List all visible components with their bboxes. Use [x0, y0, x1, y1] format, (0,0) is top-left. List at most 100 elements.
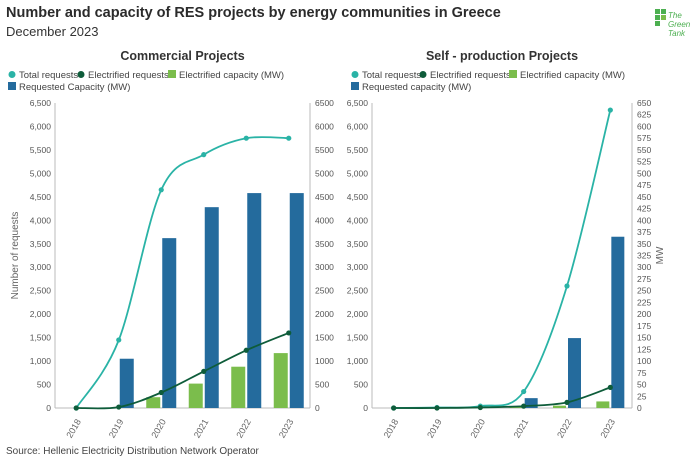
- c1-bar-1-5: [611, 236, 625, 408]
- c0-y-right-tick-4: 2000: [315, 309, 334, 319]
- c1-point-1-0: [391, 405, 397, 411]
- c0-point-1-5: [286, 330, 292, 336]
- c0-y-left-tick-11: 5,500: [30, 145, 52, 155]
- chart-subtitle: December 2023: [6, 24, 99, 39]
- c0-y-left-tick-7: 3,500: [30, 239, 52, 249]
- svg-text:The: The: [668, 11, 682, 20]
- c1-point-1-2: [477, 404, 483, 411]
- commercial-projects-chart: Commercial Projects Total requests Electri…: [8, 49, 334, 440]
- c1-legend-marker-1: [419, 71, 427, 78]
- c0-y-right-tick-1: 500: [315, 380, 329, 390]
- c1-point-1-1: [434, 405, 440, 411]
- c1-legend-marker-0: [351, 71, 359, 78]
- c0-legend-marker-0: [8, 71, 16, 78]
- svg-text:Green: Green: [668, 20, 691, 29]
- c1-bar-0-5: [596, 401, 610, 408]
- c1-legend-label-0: Total requests: [362, 70, 421, 81]
- the-green-tank-logo: The Green Tank: [655, 9, 691, 38]
- c0-y-right-tick-11: 5500: [315, 145, 334, 155]
- c0-bar-1-2: [162, 238, 177, 408]
- c0-y-left-tick-13: 6,500: [30, 98, 52, 108]
- c0-point-1-1: [116, 404, 122, 410]
- c1-y-right-tick-17: 425: [637, 204, 651, 214]
- c0-point-0-5: [286, 135, 292, 141]
- c0-point-1-3: [201, 368, 207, 374]
- c1-y-left-tick-0: 0: [363, 403, 368, 413]
- c1-bar-1-4: [568, 338, 581, 408]
- c1-y-left-tick-2: 1,000: [347, 356, 369, 366]
- c1-y-right-tick-0: 0: [637, 403, 642, 413]
- c1-y-left-tick-11: 5,500: [347, 145, 369, 155]
- c1-panel-title: Self - production Projects: [426, 49, 578, 63]
- c1-x-tick-4: 2022: [555, 417, 574, 439]
- c1-legend-marker-2: [509, 70, 517, 78]
- c0-bar-1-1: [119, 358, 134, 408]
- c1-line-1: [393, 386, 611, 409]
- c1-legend-marker-3: [351, 82, 359, 90]
- c0-y-left-title: Number of requests: [10, 212, 21, 300]
- c1-x-tick-0: 2018: [382, 417, 401, 439]
- c0-bar-0-2: [146, 397, 161, 408]
- c1-y-right-tick-6: 150: [637, 333, 651, 343]
- c1-y-right-tick-19: 475: [637, 180, 651, 190]
- c1-y-right-tick-8: 200: [637, 309, 651, 319]
- svg-text:Tank: Tank: [668, 29, 686, 38]
- c1-y-right-tick-11: 275: [637, 274, 651, 284]
- c1-y-left-tick-13: 6,500: [347, 98, 369, 108]
- c1-point-1-5: [607, 384, 613, 390]
- c0-point-1-0: [73, 405, 79, 411]
- c0-y-left-tick-1: 500: [37, 380, 51, 390]
- c0-point-1-4: [243, 347, 249, 353]
- c1-y-right-tick-21: 525: [637, 157, 651, 167]
- c1-y-left-tick-1: 500: [354, 380, 368, 390]
- c1-y-right-tick-18: 450: [637, 192, 651, 202]
- c1-x-tick-5: 2023: [598, 417, 617, 439]
- c1-y-left-tick-6: 3,000: [347, 262, 369, 272]
- c1-y-left-tick-8: 4,000: [347, 215, 369, 225]
- c1-y-right-tick-14: 350: [637, 239, 651, 249]
- c1-legend-label-2: Electrified capacity (MW): [520, 70, 625, 81]
- c1-y-left-tick-4: 2,000: [347, 309, 369, 319]
- c0-bar-1-5: [289, 193, 304, 408]
- c1-bar-1-3: [524, 398, 538, 408]
- c0-y-right-tick-8: 4000: [315, 215, 334, 225]
- c0-point-1-2: [158, 389, 164, 396]
- c0-legend-marker-1: [77, 71, 85, 78]
- c1-point-0-5: [607, 107, 613, 113]
- c1-y-right-tick-23: 575: [637, 133, 651, 143]
- c1-x-tick-1: 2019: [425, 417, 444, 439]
- c0-y-right-tick-0: 0: [315, 403, 320, 413]
- c0-legend-label-3: Requested Capacity (MW): [19, 82, 130, 93]
- c0-point-0-3: [201, 152, 207, 158]
- c1-y-right-tick-10: 250: [637, 286, 651, 296]
- c1-y-right-tick-12: 300: [637, 262, 651, 272]
- c1-y-left-tick-7: 3,500: [347, 239, 369, 249]
- c0-line-1: [76, 332, 290, 410]
- c0-legend-label-0: Total requests: [19, 70, 78, 81]
- c0-y-right-tick-10: 5000: [315, 168, 334, 178]
- c1-point-1-4: [564, 399, 570, 405]
- c1-y-left-tick-5: 2,500: [347, 286, 369, 296]
- c0-panel-title: Commercial Projects: [120, 49, 244, 63]
- c1-y-right-tick-22: 550: [637, 145, 651, 155]
- c0-y-left-tick-6: 3,000: [30, 262, 52, 272]
- c1-y-right-tick-5: 125: [637, 344, 651, 354]
- c0-legend-label-1: Electrified requests: [88, 70, 169, 81]
- c1-y-left-tick-12: 6,000: [347, 121, 369, 131]
- c1-y-left-tick-10: 5,000: [347, 168, 369, 178]
- c0-y-left-tick-3: 1,500: [30, 333, 52, 343]
- c0-y-right-tick-7: 3500: [315, 239, 334, 249]
- c0-legend-label-2: Electrified capacity (MW): [179, 70, 284, 81]
- c0-point-0-1: [116, 337, 122, 343]
- source-note: Source: Hellenic Electricity Distributio…: [6, 446, 259, 457]
- c1-y-right-tick-16: 400: [637, 215, 651, 225]
- c1-y-right-tick-9: 225: [637, 297, 651, 307]
- c0-bar-0-4: [231, 366, 246, 408]
- c0-point-0-4: [243, 135, 249, 141]
- c1-bar-0-3: [509, 407, 523, 408]
- c0-y-left-tick-5: 2,500: [30, 286, 52, 296]
- c1-y-right-tick-25: 625: [637, 110, 651, 120]
- c0-y-left-tick-2: 1,000: [30, 356, 52, 366]
- c1-y-right-tick-4: 100: [637, 356, 651, 366]
- c1-y-right-title: MW: [655, 246, 666, 264]
